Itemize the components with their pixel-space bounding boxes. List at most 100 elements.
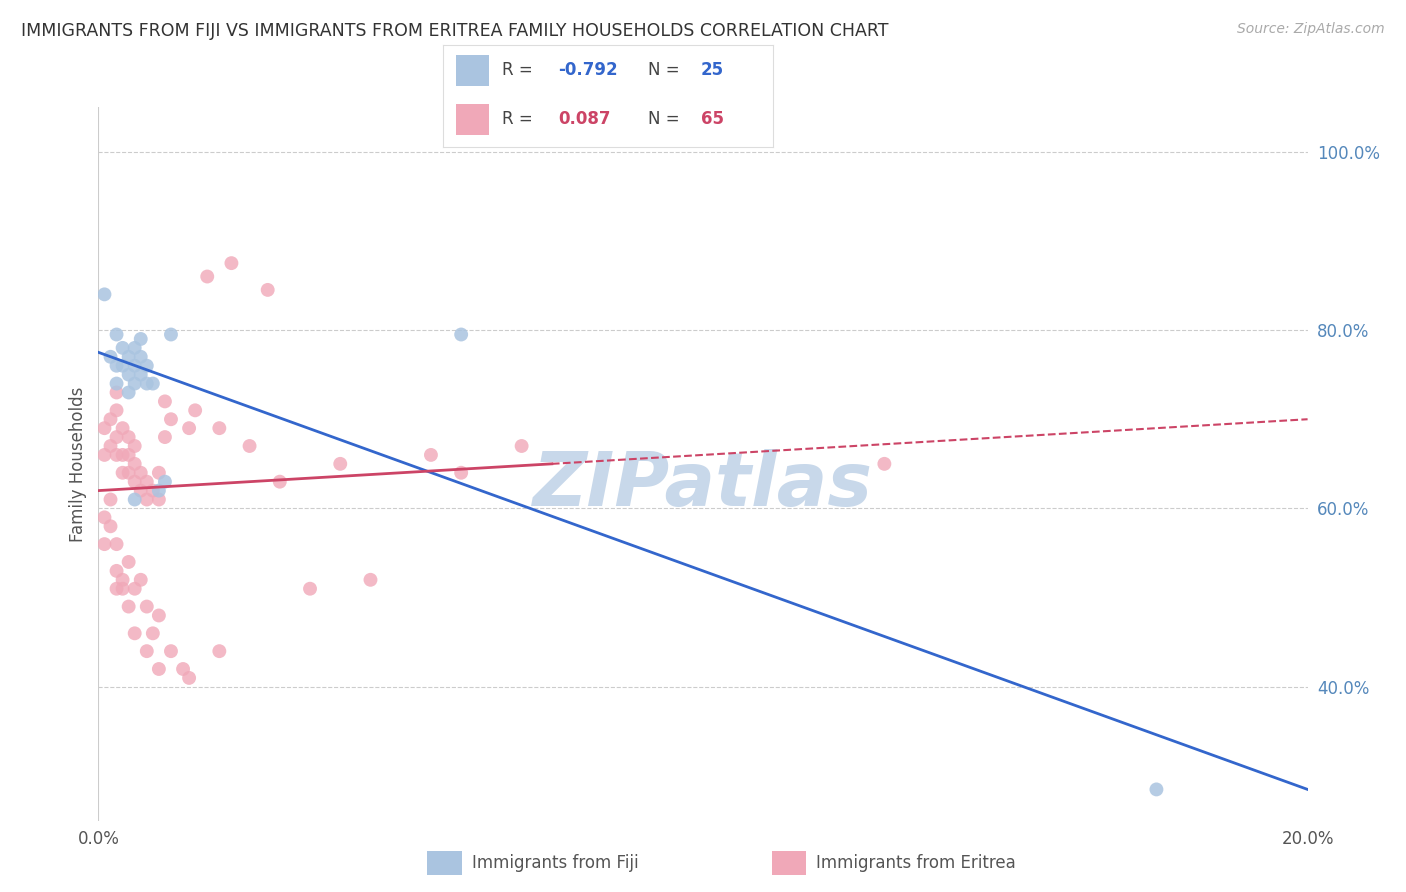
Point [118, 448, 141, 462]
Text: -0.792: -0.792 [558, 62, 619, 79]
Point [160, 327, 183, 342]
Point [160, 644, 183, 658]
Point [129, 466, 152, 480]
Point [111, 582, 134, 596]
Text: 65: 65 [700, 111, 724, 128]
Point [135, 475, 157, 489]
Point [148, 662, 170, 676]
Text: 25: 25 [700, 62, 724, 79]
Point [105, 359, 128, 373]
Point [105, 403, 128, 417]
Point [142, 376, 165, 391]
Bar [456, 55, 489, 86]
Text: R =: R = [502, 111, 538, 128]
Point [221, 256, 243, 270]
Point [124, 439, 146, 453]
Point [93, 448, 115, 462]
Point [118, 385, 141, 400]
Point [148, 608, 170, 623]
Point [172, 662, 194, 676]
Text: N =: N = [648, 111, 685, 128]
Point [299, 582, 322, 596]
Point [148, 483, 170, 498]
Text: 0.087: 0.087 [558, 111, 612, 128]
Bar [456, 104, 489, 135]
Point [124, 341, 146, 355]
Point [450, 466, 472, 480]
Point [160, 412, 183, 426]
Point [135, 644, 157, 658]
Point [124, 492, 146, 507]
Point [148, 492, 170, 507]
Point [239, 439, 262, 453]
Point [510, 439, 533, 453]
Point [105, 564, 128, 578]
Text: ZIPatlas: ZIPatlas [533, 449, 873, 522]
Point [148, 466, 170, 480]
Point [450, 327, 472, 342]
Point [118, 368, 141, 382]
Point [184, 403, 207, 417]
Point [129, 573, 152, 587]
Point [420, 448, 443, 462]
Point [360, 573, 382, 587]
Text: Source: ZipAtlas.com: Source: ZipAtlas.com [1237, 22, 1385, 37]
Point [179, 421, 201, 435]
Point [256, 283, 278, 297]
Point [142, 483, 165, 498]
Point [129, 332, 152, 346]
Point [208, 421, 231, 435]
Point [111, 359, 134, 373]
Point [100, 412, 122, 426]
Point [129, 368, 152, 382]
Point [93, 421, 115, 435]
Point [124, 626, 146, 640]
Point [153, 475, 176, 489]
Point [105, 448, 128, 462]
Point [135, 599, 157, 614]
Point [124, 376, 146, 391]
Point [124, 475, 146, 489]
Point [100, 439, 122, 453]
Point [329, 457, 352, 471]
Point [93, 510, 115, 524]
Point [105, 430, 128, 444]
Point [135, 492, 157, 507]
Point [129, 483, 152, 498]
Point [153, 394, 176, 409]
Point [118, 466, 141, 480]
Point [124, 582, 146, 596]
Text: IMMIGRANTS FROM FIJI VS IMMIGRANTS FROM ERITREA FAMILY HOUSEHOLDS CORRELATION CH: IMMIGRANTS FROM FIJI VS IMMIGRANTS FROM … [21, 22, 889, 40]
Text: Immigrants from Eritrea: Immigrants from Eritrea [815, 854, 1017, 872]
Point [111, 341, 134, 355]
Point [100, 492, 122, 507]
Point [105, 582, 128, 596]
Bar [427, 851, 461, 875]
Point [135, 359, 157, 373]
Point [269, 475, 291, 489]
Point [93, 287, 115, 301]
Point [118, 555, 141, 569]
Point [1144, 782, 1167, 797]
Point [111, 466, 134, 480]
Point [129, 350, 152, 364]
Point [142, 626, 165, 640]
Point [111, 448, 134, 462]
Point [124, 457, 146, 471]
Point [100, 519, 122, 533]
Point [124, 359, 146, 373]
Point [93, 537, 115, 551]
Point [111, 573, 134, 587]
Point [153, 430, 176, 444]
Point [105, 376, 128, 391]
Text: R =: R = [502, 62, 538, 79]
Point [105, 327, 128, 342]
Text: Immigrants from Fiji: Immigrants from Fiji [471, 854, 638, 872]
Point [105, 537, 128, 551]
Point [195, 269, 218, 284]
Point [118, 430, 141, 444]
Bar [772, 851, 806, 875]
Point [873, 457, 896, 471]
Text: N =: N = [648, 62, 685, 79]
Y-axis label: Family Households: Family Households [69, 386, 87, 541]
